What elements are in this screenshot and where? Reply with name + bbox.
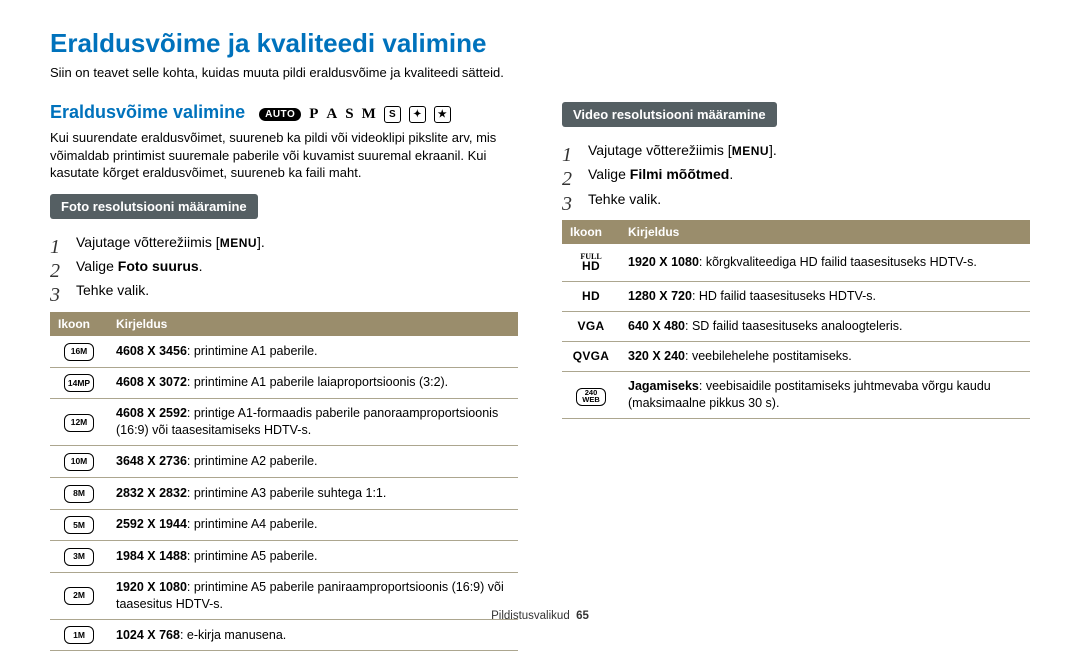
res-icon-cell: 240WEB xyxy=(562,371,620,418)
res-icon-cell: 8M xyxy=(50,477,108,509)
section-title-resolution: Eraldusvõime valimine xyxy=(50,102,245,123)
mode-badge-a: A xyxy=(326,106,337,123)
th-desc: Kirjeldus xyxy=(620,220,1030,244)
step-item: Valige Foto suurus. xyxy=(50,255,518,277)
res-desc: Jagamiseks: veebisaidile postitamiseks j… xyxy=(620,371,1030,418)
table-row: FULLHD 1920 X 1080: kõrgkvaliteediga HD f… xyxy=(562,244,1030,282)
video-res-icon: HD xyxy=(582,289,600,303)
res-icon: 12M xyxy=(64,414,94,432)
table-row: HD 1280 X 720: HD failid taasesituseks HD… xyxy=(562,282,1030,312)
res-desc: 2592 X 1944: printimine A4 paberile. xyxy=(108,509,518,541)
video-res-icon: VGA xyxy=(578,319,605,333)
res-icon: 5M xyxy=(64,516,94,534)
step-item: Valige Filmi mõõtmed. xyxy=(562,163,1030,185)
res-icon-cell: VGA xyxy=(562,312,620,342)
res-icon-cell: 12M xyxy=(50,399,108,446)
mode-badges: AUTO P A S M S ✦ ★ xyxy=(259,106,451,123)
table-row: 5M 2592 X 1944: printimine A4 paberile. xyxy=(50,509,518,541)
th-icon: Ikoon xyxy=(562,220,620,244)
res-desc: 2832 X 2832: printimine A3 paberile suht… xyxy=(108,477,518,509)
video-res-icon: 240WEB xyxy=(576,388,606,406)
table-row: 16M 4608 X 3456: printimine A1 paberile. xyxy=(50,336,518,367)
res-icon-cell: 3M xyxy=(50,541,108,573)
subheading-photo-res: Foto resolutsiooni määramine xyxy=(50,194,258,219)
mode-badge-m: M xyxy=(362,106,376,123)
table-row: 1M 1024 X 768: e-kirja manusena. xyxy=(50,619,518,651)
res-icon-cell: QVGA xyxy=(562,342,620,372)
res-desc: 4608 X 3072: printimine A1 paberile laia… xyxy=(108,367,518,399)
table-row: 12M 4608 X 2592: printige A1-formaadis pa… xyxy=(50,399,518,446)
table-row: 240WEB Jagamiseks: veebisaidile postitami… xyxy=(562,371,1030,418)
step-item: Vajutage võtterežiimis [MENU]. xyxy=(562,139,1030,161)
step-item: Tehke valik. xyxy=(562,188,1030,210)
section-description: Kui suurendate eraldusvõimet, suureneb k… xyxy=(50,129,518,182)
res-icon-cell: 14MP xyxy=(50,367,108,399)
th-desc: Kirjeldus xyxy=(108,312,518,336)
left-column: Eraldusvõime valimine AUTO P A S M S ✦ ★… xyxy=(50,102,518,651)
footer-label: Pildistusvalikud xyxy=(491,610,570,622)
page-title: Eraldusvõime ja kvaliteedi valimine xyxy=(50,28,1030,59)
subheading-video-res: Video resolutsiooni määramine xyxy=(562,102,777,127)
mode-box-1: S xyxy=(384,106,401,123)
video-res-icon: QVGA xyxy=(573,349,610,363)
res-icon: 2M xyxy=(64,587,94,605)
table-row: QVGA 320 X 240: veebilehelehe postitamise… xyxy=(562,342,1030,372)
menu-label: MENU xyxy=(732,144,769,158)
menu-label: MENU xyxy=(220,236,257,250)
mode-badge-auto: AUTO xyxy=(259,108,301,121)
table-row: 8M 2832 X 2832: printimine A3 paberile su… xyxy=(50,477,518,509)
page-footer: Pildistusvalikud 65 xyxy=(0,610,1080,622)
res-icon-cell: 16M xyxy=(50,336,108,367)
res-desc: 1920 X 1080: kõrgkvaliteediga HD failid … xyxy=(620,244,1030,282)
res-icon-cell: HD xyxy=(562,282,620,312)
res-icon: 14MP xyxy=(64,374,94,392)
table-row: 3M 1984 X 1488: printimine A5 paberile. xyxy=(50,541,518,573)
res-icon-cell: 1M xyxy=(50,619,108,651)
table-row: 14MP 4608 X 3072: printimine A1 paberile … xyxy=(50,367,518,399)
step-item: Tehke valik. xyxy=(50,279,518,301)
res-icon-cell: 5M xyxy=(50,509,108,541)
mode-badge-s: S xyxy=(345,106,353,123)
res-icon-cell: FULLHD xyxy=(562,244,620,282)
res-desc: 1984 X 1488: printimine A5 paberile. xyxy=(108,541,518,573)
photo-res-table: Ikoon Kirjeldus 16M 4608 X 3456: printimi… xyxy=(50,312,518,651)
res-desc: 640 X 480: SD failid taasesituseks analo… xyxy=(620,312,1030,342)
mode-badge-p: P xyxy=(309,106,318,123)
res-icon-cell: 10M xyxy=(50,446,108,478)
table-row: VGA 640 X 480: SD failid taasesituseks an… xyxy=(562,312,1030,342)
footer-page: 65 xyxy=(576,610,589,622)
res-desc: 320 X 240: veebilehelehe postitamiseks. xyxy=(620,342,1030,372)
video-res-icon: FULLHD xyxy=(580,250,601,273)
video-res-table: Ikoon Kirjeldus FULLHD 1920 X 1080: kõrgk… xyxy=(562,220,1030,419)
th-icon: Ikoon xyxy=(50,312,108,336)
photo-steps: Vajutage võtterežiimis [MENU].Valige Fot… xyxy=(50,231,518,302)
mode-box-2: ✦ xyxy=(409,106,426,123)
right-column: Video resolutsiooni määramine Vajutage v… xyxy=(562,102,1030,651)
res-icon: 8M xyxy=(64,485,94,503)
res-desc: 3648 X 2736: printimine A2 paberile. xyxy=(108,446,518,478)
res-desc: 4608 X 2592: printige A1-formaadis paber… xyxy=(108,399,518,446)
res-icon: 3M xyxy=(64,548,94,566)
table-row: 10M 3648 X 2736: printimine A2 paberile. xyxy=(50,446,518,478)
res-icon: 1M xyxy=(64,626,94,644)
res-icon: 16M xyxy=(64,343,94,361)
res-desc: 1280 X 720: HD failid taasesituseks HDTV… xyxy=(620,282,1030,312)
res-icon: 10M xyxy=(64,453,94,471)
res-desc: 4608 X 3456: printimine A1 paberile. xyxy=(108,336,518,367)
page-intro: Siin on teavet selle kohta, kuidas muuta… xyxy=(50,65,1030,80)
step-item: Vajutage võtterežiimis [MENU]. xyxy=(50,231,518,253)
res-desc: 1024 X 768: e-kirja manusena. xyxy=(108,619,518,651)
mode-box-3: ★ xyxy=(434,106,451,123)
video-steps: Vajutage võtterežiimis [MENU].Valige Fil… xyxy=(562,139,1030,210)
